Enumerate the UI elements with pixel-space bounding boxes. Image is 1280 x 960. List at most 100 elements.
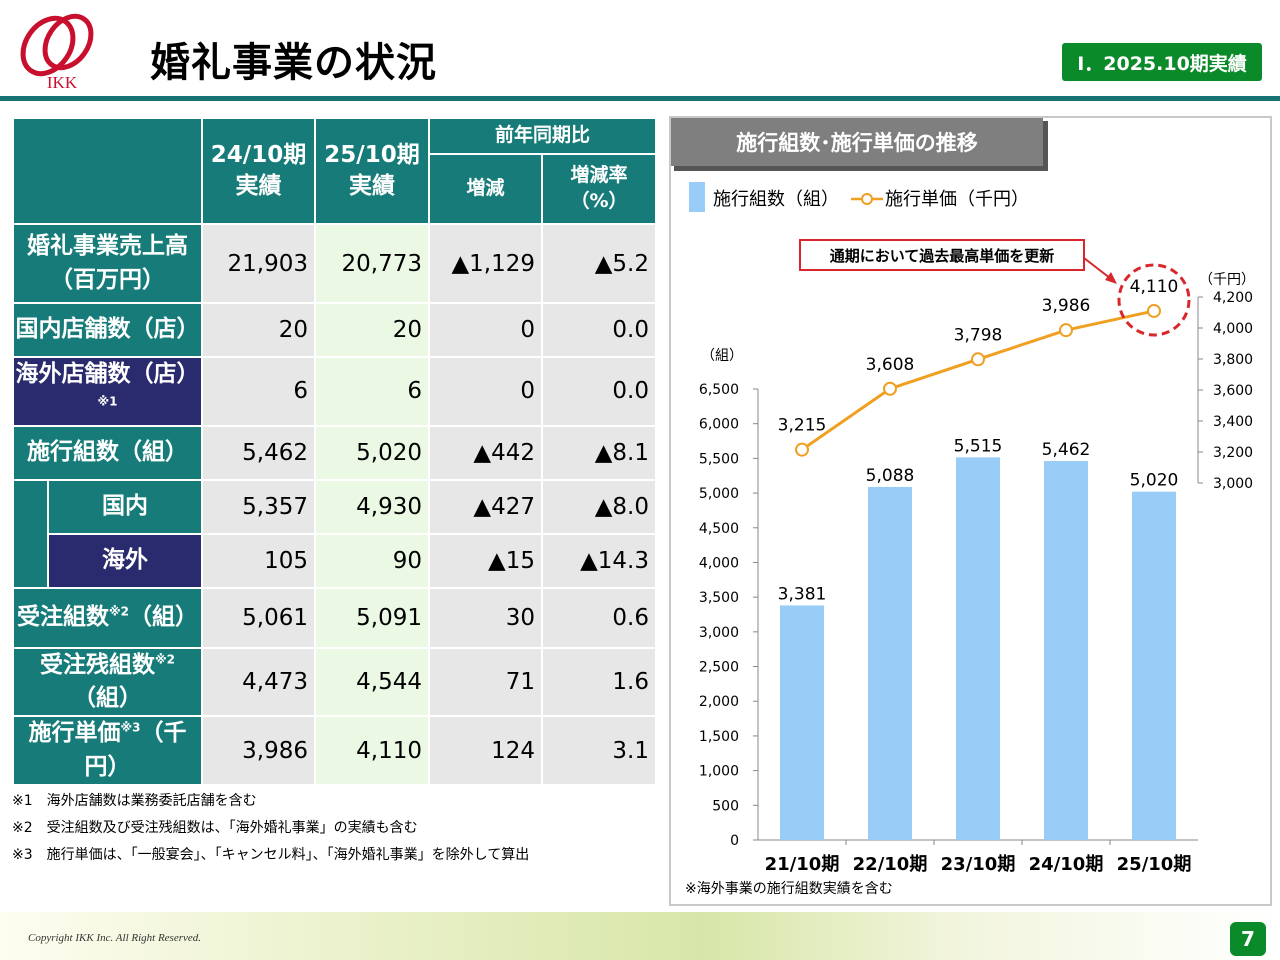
left-tick-label: 2,000 xyxy=(699,694,739,710)
x-tick-label: 21/10期 xyxy=(765,854,840,875)
annotation-arrow-head xyxy=(1105,272,1117,284)
wedding-business-table: 24/10期 実績 25/10期 実績 前年同期比 増減 増減率 （%） 婚礼事… xyxy=(12,117,657,787)
col-header-rate: 増減率 （%） xyxy=(541,153,657,225)
page-number: 7 xyxy=(1230,922,1266,956)
legend-bar-swatch xyxy=(689,182,705,212)
cell: 90 xyxy=(314,532,430,589)
cell: ▲427 xyxy=(428,478,543,535)
header-blank xyxy=(12,117,203,225)
cell: 3.1 xyxy=(541,715,657,787)
bar-value-label: 5,515 xyxy=(954,436,1003,456)
footer-band xyxy=(0,912,1280,960)
cell: 5,091 xyxy=(314,586,430,649)
footnote: ※1 海外店舗数は業務委託店舗を含む xyxy=(12,793,257,809)
line-value-label: 3,608 xyxy=(866,355,915,375)
bar-value-label: 5,020 xyxy=(1130,471,1179,491)
line-value-label: 3,798 xyxy=(954,325,1003,345)
table-row: 施行単価※3（千円） 3,986 4,110 124 3.1 xyxy=(12,715,657,787)
line-point xyxy=(1147,303,1161,318)
row-label-backlog: 受注残組数※2（組） xyxy=(12,646,203,718)
cell: 4,544 xyxy=(314,646,430,718)
left-axis-label: （組） xyxy=(701,348,743,364)
left-tick-label: 500 xyxy=(712,798,739,814)
legend-bar-label: 施行組数（組） xyxy=(713,189,839,210)
cell: 5,061 xyxy=(201,586,316,649)
chart-title: 施行組数･施行単価の推移 xyxy=(736,131,978,155)
left-tick-label: 3,500 xyxy=(699,590,739,606)
row-indent xyxy=(12,478,49,589)
bar-value-label: 3,381 xyxy=(778,584,827,604)
highlight-circle xyxy=(1117,263,1191,337)
cell: 21,903 xyxy=(201,223,316,304)
bar xyxy=(1132,491,1176,840)
svg-text:IKK: IKK xyxy=(47,73,78,92)
line-point xyxy=(1059,323,1073,338)
col-header-yoy: 前年同期比 xyxy=(428,117,657,155)
cell: ▲5.2 xyxy=(541,223,657,304)
line-point xyxy=(883,381,897,396)
table-row: 婚礼事業売上高 （百万円） 21,903 20,773 ▲1,129 ▲5.2 xyxy=(12,223,657,304)
row-label-unit-price: 施行単価※3（千円） xyxy=(12,715,203,787)
x-tick-label: 22/10期 xyxy=(853,854,928,875)
cell: 124 xyxy=(428,715,543,787)
row-label-sales: 婚礼事業売上高 （百万円） xyxy=(12,223,203,304)
cell: ▲8.0 xyxy=(541,478,657,535)
left-tick-label: 6,500 xyxy=(699,382,739,398)
row-label-orders: 受注組数※2（組） xyxy=(12,586,203,649)
chart-svg: 施行組数･施行単価の推移 施行組数（組） 施行単価（千円） （組） （千円） 0… xyxy=(671,118,1255,897)
left-tick-label: 4,000 xyxy=(699,555,739,571)
bar-value-label: 5,462 xyxy=(1042,440,1091,460)
cell: 0.0 xyxy=(541,356,657,427)
cell: 0 xyxy=(428,302,543,358)
left-tick-label: 6,000 xyxy=(699,417,739,433)
left-tick-label: 0 xyxy=(730,833,739,849)
row-label-domestic: 国内 xyxy=(47,478,203,535)
row-label-weddings: 施行組数（組） xyxy=(12,424,203,481)
ikk-logo: IKK xyxy=(20,13,94,92)
col-header-diff: 増減 xyxy=(428,153,543,225)
bar-value-label: 5,088 xyxy=(866,466,915,486)
col-header-curr: 25/10期 実績 xyxy=(314,117,430,225)
cell: 20 xyxy=(201,302,316,358)
legend-line-marker xyxy=(861,193,873,205)
right-tick-label: 3,600 xyxy=(1213,383,1253,399)
table-row: 施行組数（組） 5,462 5,020 ▲442 ▲8.1 xyxy=(12,424,657,481)
left-tick-label: 2,500 xyxy=(699,660,739,676)
table-row: 受注組数※2（組） 5,061 5,091 30 0.6 xyxy=(12,586,657,649)
cell: ▲442 xyxy=(428,424,543,481)
footnote: ※2 受注組数及び受注残組数は、「海外婚礼事業」の実績も含む xyxy=(12,820,418,836)
cell: 105 xyxy=(201,532,316,589)
col-header-prev: 24/10期 実績 xyxy=(201,117,316,225)
right-tick-label: 3,000 xyxy=(1213,476,1253,492)
cell: 4,473 xyxy=(201,646,316,718)
right-tick-label: 3,400 xyxy=(1213,414,1253,430)
plot-area: 0 500 1,000 1,500 2,000 2,500 3,000 3,500 4,000 4… xyxy=(699,263,1253,875)
left-tick-label: 5,500 xyxy=(699,451,739,467)
cell: 4,930 xyxy=(314,478,430,535)
row-label-overseas-stores: 海外店舗数（店）※1 xyxy=(12,356,203,427)
line-value-label: 3,215 xyxy=(778,416,827,436)
left-tick-label: 1,500 xyxy=(699,729,739,745)
cell: 6 xyxy=(201,356,316,427)
table-row: 海外店舗数（店）※1 6 6 0 0.0 xyxy=(12,356,657,427)
footnotes: ※1 海外店舗数は業務委託店舗を含む ※2 受注組数及び受注残組数は、「海外婚礼… xyxy=(12,788,529,869)
line-point xyxy=(971,352,985,367)
bar xyxy=(1044,461,1088,840)
bar xyxy=(956,457,1000,840)
cell: ▲8.1 xyxy=(541,424,657,481)
cell: 20 xyxy=(314,302,430,358)
copyright: Copyright IKK Inc. All Right Reserved. xyxy=(28,932,202,944)
page-title: 婚礼事業の状況 xyxy=(150,40,437,86)
right-tick-label: 4,000 xyxy=(1213,321,1253,337)
cell: 4,110 xyxy=(314,715,430,787)
table-row: 国内 5,357 4,930 ▲427 ▲8.0 xyxy=(12,478,657,589)
table-row: 受注残組数※2（組） 4,473 4,544 71 1.6 xyxy=(12,646,657,718)
x-tick-label: 23/10期 xyxy=(941,854,1016,875)
left-tick-label: 4,500 xyxy=(699,521,739,537)
annotation-box xyxy=(799,239,1085,271)
right-axis-label: （千円） xyxy=(1199,272,1255,288)
cell: ▲15 xyxy=(428,532,543,589)
left-tick-label: 5,000 xyxy=(699,486,739,502)
period-badge: Ⅰ．2025.10期実績 xyxy=(1062,43,1262,81)
cell: 5,020 xyxy=(314,424,430,481)
